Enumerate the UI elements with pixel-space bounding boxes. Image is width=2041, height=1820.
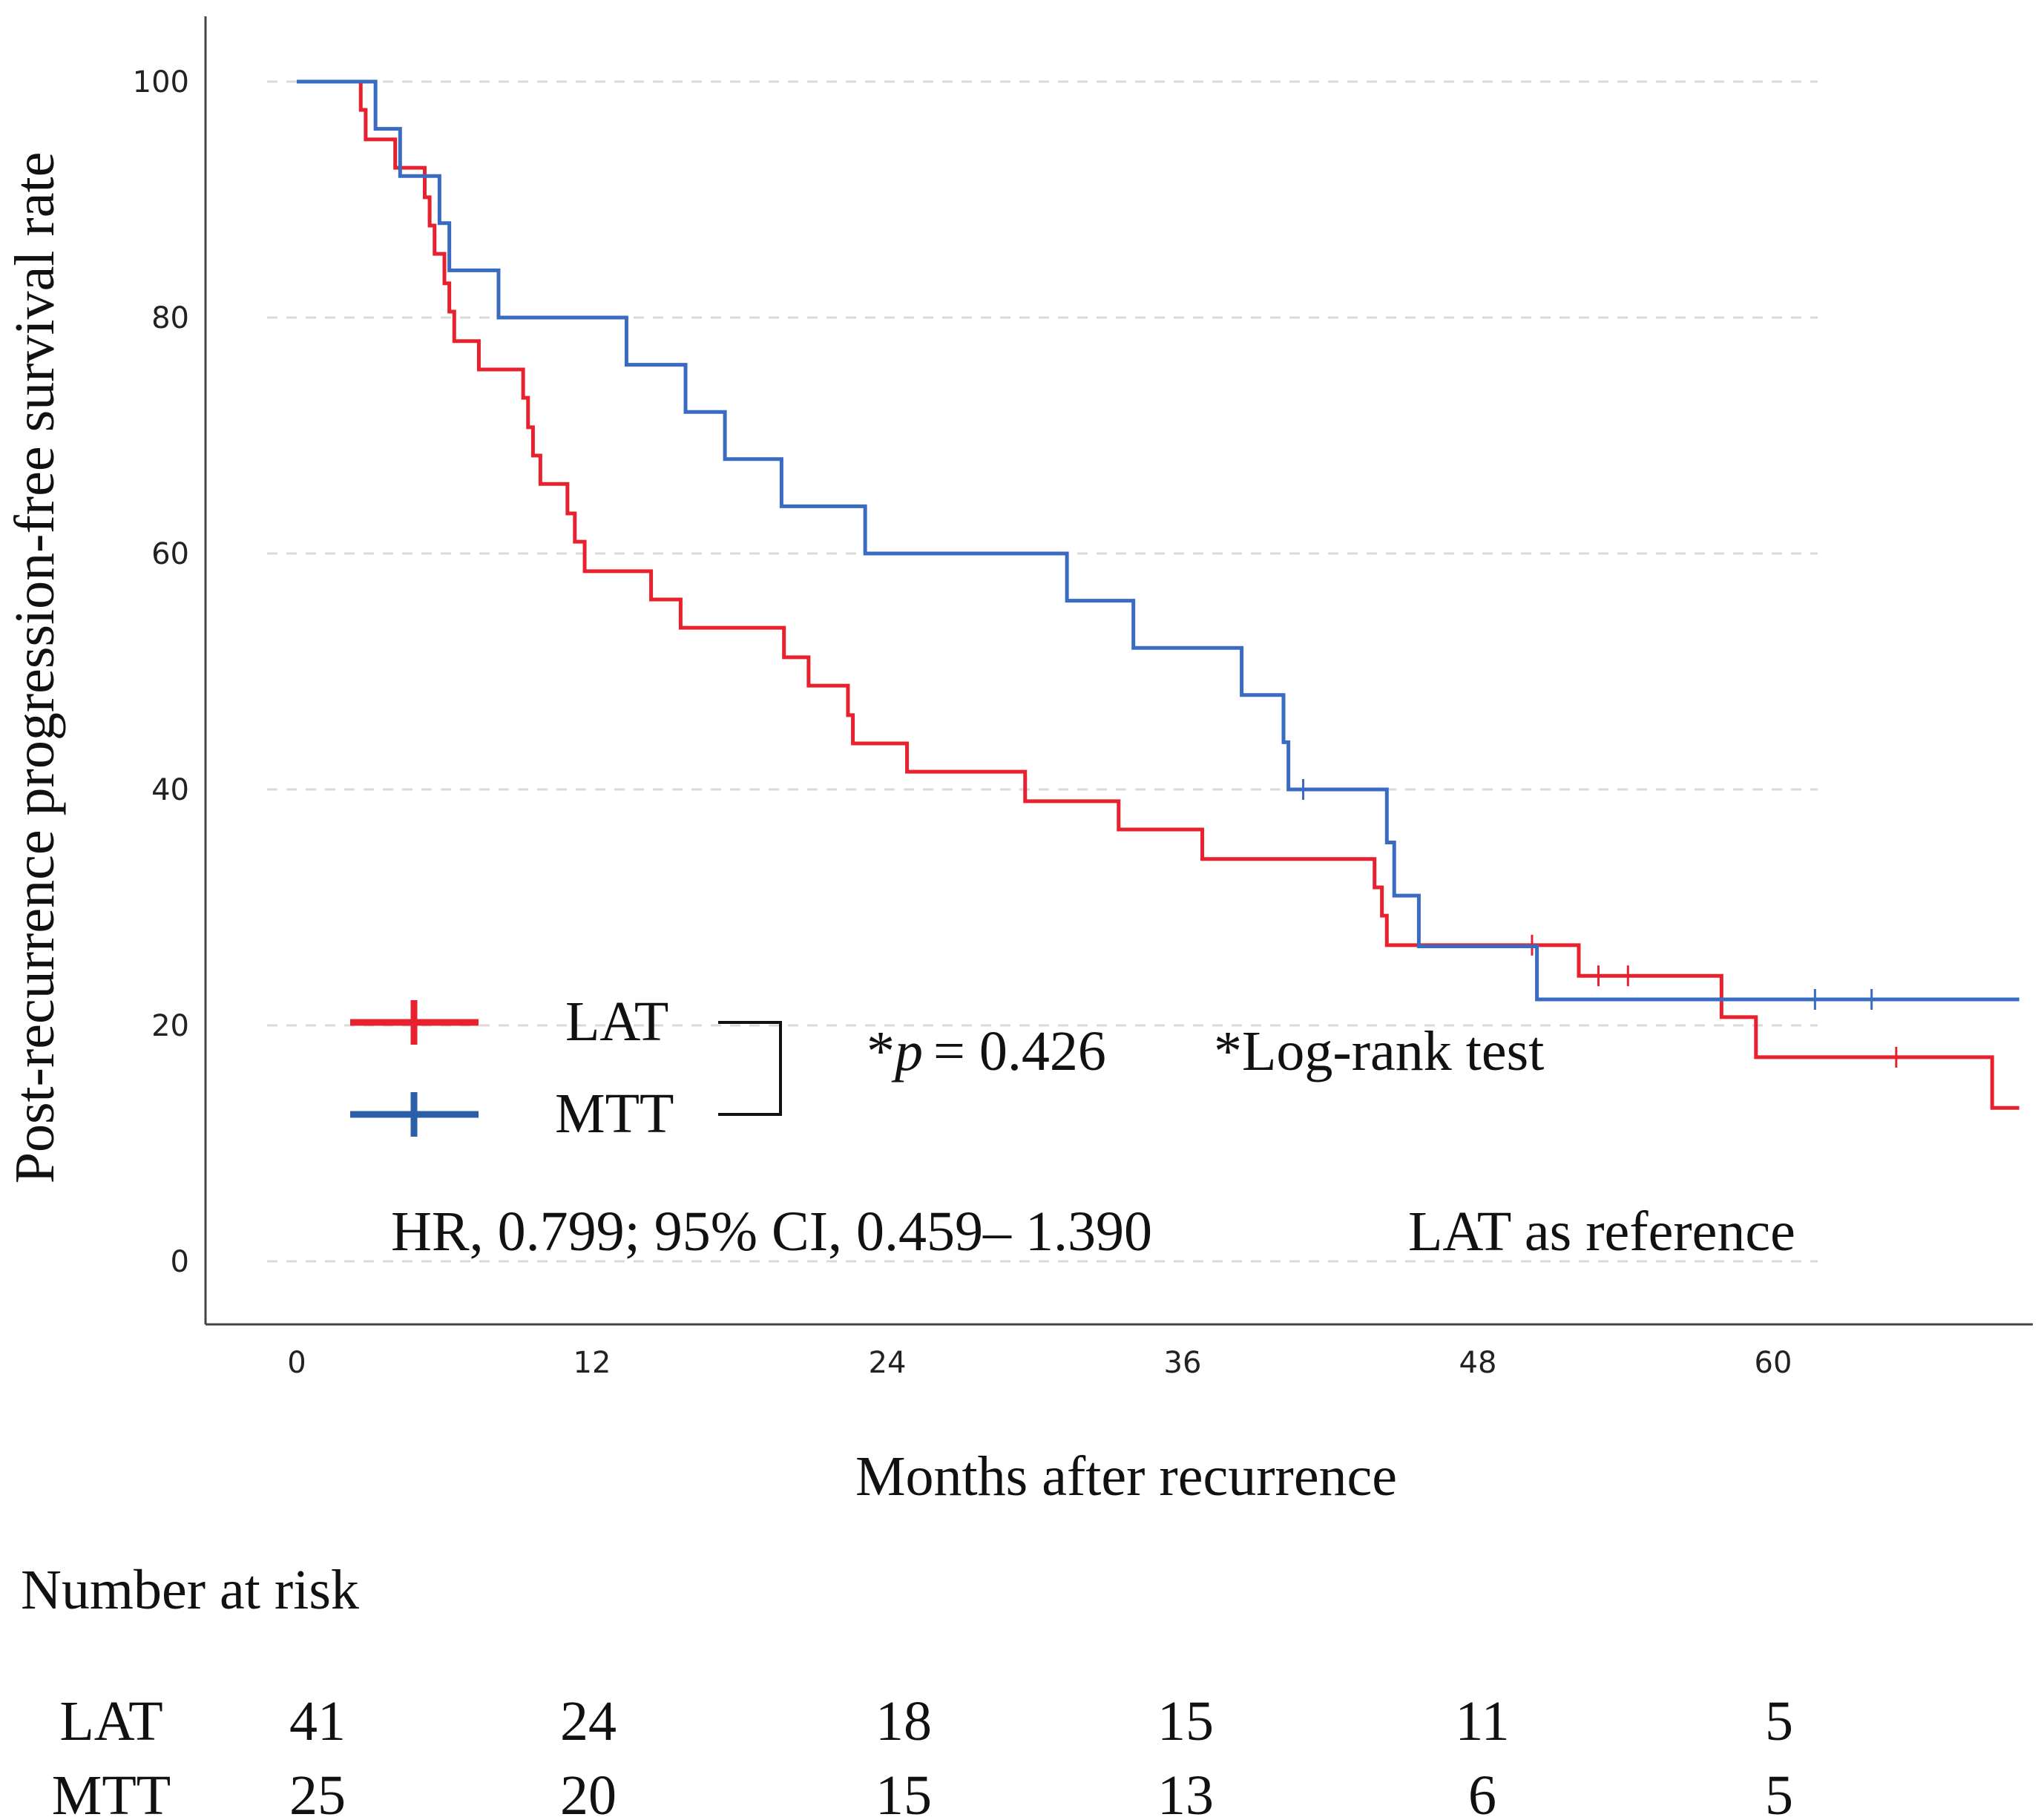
x-tick-label-0: 0 — [287, 1346, 306, 1380]
risk-cell-lat-3: 15 — [1157, 1690, 1214, 1752]
p-value-prefix: * — [867, 1020, 895, 1083]
y-tick-label-60: 60 — [151, 537, 189, 571]
risk-cell-mtt-2: 15 — [875, 1764, 932, 1820]
y-tick-labels: 0 20 40 60 80 100 — [133, 65, 189, 1279]
y-tick-label-20: 20 — [151, 1009, 189, 1043]
x-tick-label-60: 60 — [1755, 1346, 1792, 1380]
risk-row-label-mtt: MTT — [52, 1764, 171, 1820]
p-value-number: = 0.426 — [933, 1020, 1106, 1083]
y-tick-label-100: 100 — [133, 65, 189, 99]
y-tick-label-0: 0 — [171, 1245, 189, 1279]
x-tick-label-48: 48 — [1459, 1346, 1497, 1380]
risk-cell-mtt-1: 20 — [560, 1764, 617, 1820]
risk-cell-lat-4: 11 — [1455, 1690, 1509, 1752]
risk-cell-mtt-5: 5 — [1765, 1764, 1793, 1820]
x-tick-label-24: 24 — [869, 1346, 907, 1380]
y-tick-label-40: 40 — [151, 773, 189, 807]
survival-curves — [297, 79, 2019, 1110]
test-annotation: *Log-rank test — [1214, 1020, 1544, 1083]
survival-curve-lat — [297, 79, 2019, 1110]
legend-label-mtt: MTT — [555, 1083, 674, 1145]
x-tick-label-12: 12 — [573, 1346, 611, 1380]
axes — [204, 16, 2033, 1326]
risk-cell-mtt-4: 6 — [1468, 1764, 1496, 1820]
risk-cell-mtt-3: 13 — [1157, 1764, 1214, 1820]
legend-entry-mtt: MTT — [350, 1083, 674, 1145]
x-tick-labels: 0 12 24 36 48 60 — [287, 1346, 1792, 1380]
risk-cell-lat-5: 5 — [1765, 1690, 1793, 1752]
x-axis-label: Months after recurrence — [855, 1445, 1397, 1508]
legend-entry-lat: LAT — [350, 991, 668, 1053]
y-axis-label: Post-recurrence progression-free surviva… — [4, 152, 66, 1184]
hazard-ratio-annotation: HR, 0.799; 95% CI, 0.459– 1.390 — [391, 1200, 1152, 1263]
reference-annotation: LAT as reference — [1408, 1200, 1795, 1263]
risk-table: LAT 41 24 18 15 11 5 MTT 25 20 15 13 6 5 — [52, 1690, 1793, 1820]
legend-bracket — [718, 1021, 782, 1116]
survival-curve-mtt — [297, 79, 2019, 1002]
risk-cell-lat-1: 24 — [560, 1690, 617, 1752]
y-tick-label-80: 80 — [151, 301, 189, 335]
legend: LAT MTT — [350, 991, 782, 1145]
p-value-symbol: p — [891, 1020, 923, 1083]
risk-cell-lat-0: 41 — [289, 1690, 346, 1752]
p-value-annotation: *p = 0.426 — [867, 1020, 1106, 1083]
risk-cell-mtt-0: 25 — [289, 1764, 346, 1820]
legend-label-lat: LAT — [565, 991, 668, 1053]
risk-table-title: Number at risk — [21, 1559, 359, 1621]
gridlines — [267, 80, 1818, 1263]
x-tick-label-36: 36 — [1164, 1346, 1202, 1380]
risk-cell-lat-2: 18 — [875, 1690, 932, 1752]
risk-row-label-lat: LAT — [59, 1690, 162, 1752]
